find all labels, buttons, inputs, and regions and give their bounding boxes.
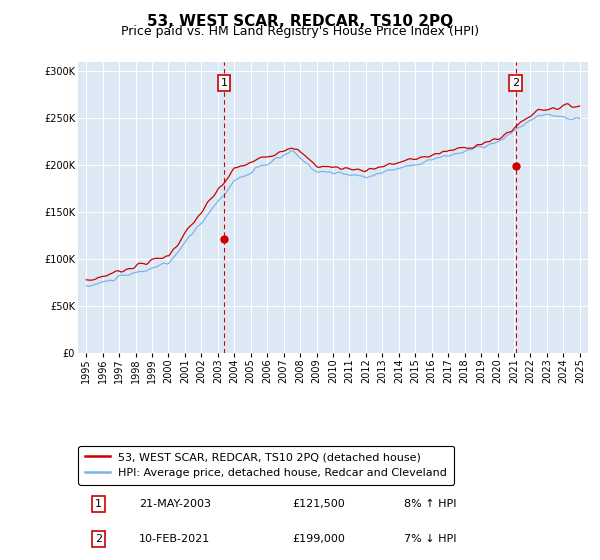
- Legend: 53, WEST SCAR, REDCAR, TS10 2PQ (detached house), HPI: Average price, detached h: 53, WEST SCAR, REDCAR, TS10 2PQ (detache…: [79, 446, 454, 484]
- Text: £121,500: £121,500: [292, 499, 345, 509]
- Text: 53, WEST SCAR, REDCAR, TS10 2PQ: 53, WEST SCAR, REDCAR, TS10 2PQ: [147, 14, 453, 29]
- Text: 2: 2: [95, 534, 102, 544]
- Text: 1: 1: [95, 499, 102, 509]
- Text: 8% ↑ HPI: 8% ↑ HPI: [404, 499, 457, 509]
- Text: 1: 1: [221, 78, 227, 88]
- Text: 7% ↓ HPI: 7% ↓ HPI: [404, 534, 457, 544]
- Text: 10-FEB-2021: 10-FEB-2021: [139, 534, 211, 544]
- Text: £199,000: £199,000: [292, 534, 345, 544]
- Text: 2: 2: [512, 78, 520, 88]
- Text: 21-MAY-2003: 21-MAY-2003: [139, 499, 211, 509]
- Text: Price paid vs. HM Land Registry's House Price Index (HPI): Price paid vs. HM Land Registry's House …: [121, 25, 479, 38]
